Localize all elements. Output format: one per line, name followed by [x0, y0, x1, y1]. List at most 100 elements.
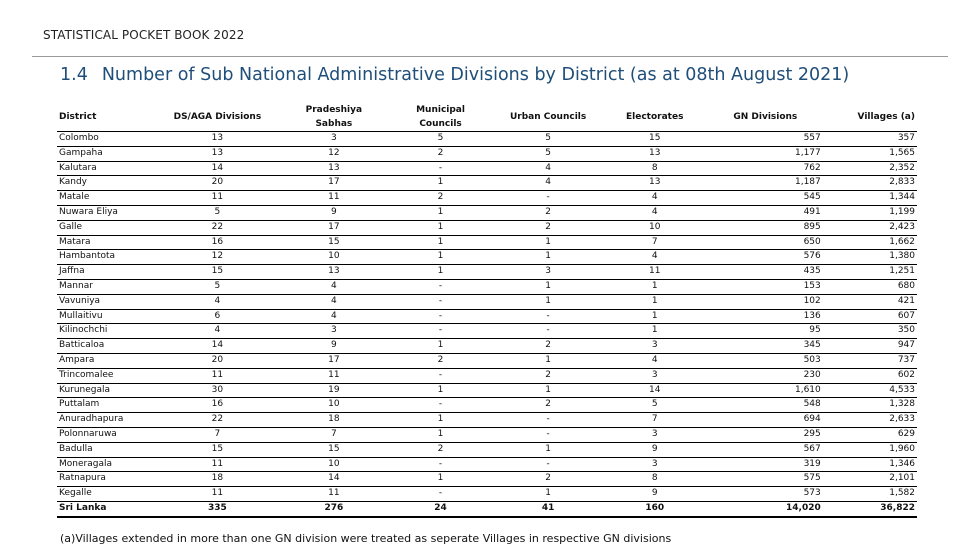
electorates-cell: 11: [603, 264, 706, 280]
villages-cell: 607: [824, 309, 917, 325]
gn-cell: 573: [705, 486, 825, 502]
electorates-cell: 3: [603, 457, 706, 473]
pradeshiya-cell: 276: [279, 501, 389, 518]
gn-cell: 567: [705, 442, 825, 458]
electorates-cell: 4: [603, 205, 706, 221]
table-title: 1.4 Number of Sub National Administrative…: [60, 65, 849, 85]
table-row: Kurunegala 30 19 1 1 14 1,610 4,533: [57, 383, 917, 399]
table-row: Kalutara 14 13-4 8 762 2,352: [57, 161, 917, 177]
table-row: Badulla 15 15 2 1 9 567 1,960: [57, 442, 917, 458]
electorates-cell: 4: [603, 190, 706, 206]
electorates-cell: 9: [603, 442, 706, 458]
table-row: Nuwara Eliya 5 9 1 2 4 491 1,199: [57, 205, 917, 221]
gn-cell: 95: [705, 323, 825, 340]
villages-cell: 1,582: [824, 486, 917, 502]
table-row: Ampara 20 17 2 1 4 503 737: [57, 353, 917, 369]
electorates-cell: 10: [603, 220, 706, 236]
col-header-electorates: Electorates: [603, 103, 706, 132]
villages-cell: 1,565: [824, 146, 917, 162]
gn-cell: 575: [705, 471, 825, 488]
electorates-cell: 1: [603, 309, 706, 325]
table-title-text: Number of Sub National Administrative Di…: [101, 65, 850, 85]
urban-cell: 2: [492, 397, 604, 414]
district-cell: Matale: [57, 190, 156, 206]
running-header: STATISTICAL POCKET BOOK 2022: [43, 28, 245, 42]
district-cell: Kalutara: [57, 161, 156, 177]
villages-cell: 350: [824, 323, 917, 340]
villages-cell: 1,960: [824, 442, 917, 458]
gn-cell: 14,020: [705, 501, 825, 518]
table-row: Kegalle 11 11-1 9 573 1,582: [57, 486, 917, 502]
municipal-cell: -: [388, 161, 493, 177]
municipal-cell: -: [388, 309, 493, 325]
table-row: Ratnapura 18 14 1 2 8 575 2,101: [57, 471, 917, 488]
ds-aga-cell: 16: [155, 235, 280, 251]
district-cell: Sri Lanka: [57, 501, 156, 518]
electorates-cell: 3: [603, 338, 706, 354]
electorates-cell: 13: [603, 146, 706, 162]
table-row: Moneragala 11 10- -3 319 1,346: [57, 457, 917, 473]
district-cell: Ampara: [57, 353, 156, 369]
gn-cell: 153: [705, 279, 825, 295]
ds-aga-cell: 5: [155, 279, 280, 295]
urban-cell: 2: [492, 338, 604, 354]
table-row: Polonnaruwa 7 7 1-3 295 629: [57, 427, 917, 443]
ds-aga-cell: 4: [155, 323, 280, 340]
ds-aga-cell: 14: [155, 338, 280, 354]
district-cell: Kandy: [57, 175, 156, 192]
ds-aga-cell: 22: [155, 220, 280, 236]
district-cell: Ratnapura: [57, 471, 156, 488]
table-row: Jaffna 15 13 1 3 11 435 1,251: [57, 264, 917, 280]
gn-cell: 295: [705, 427, 825, 443]
district-cell: Nuwara Eliya: [57, 205, 156, 221]
district-cell: Galle: [57, 220, 156, 236]
ds-aga-cell: 12: [155, 249, 280, 266]
table-row: Puttalam 16 10-2 5 548 1,328: [57, 397, 917, 414]
gn-cell: 1,177: [705, 146, 825, 162]
urban-cell: 3: [492, 264, 604, 280]
district-cell: Puttalam: [57, 397, 156, 414]
urban-cell: 1: [492, 294, 604, 310]
urban-cell: 1: [492, 486, 604, 502]
gn-cell: 762: [705, 161, 825, 177]
gn-cell: 319: [705, 457, 825, 473]
electorates-cell: 9: [603, 486, 706, 502]
villages-cell: 421: [824, 294, 917, 310]
electorates-cell: 1: [603, 323, 706, 340]
gn-cell: 230: [705, 368, 825, 384]
col-header-ds-aga: DS/AGA Divisions: [155, 103, 280, 132]
district-cell: Badulla: [57, 442, 156, 458]
municipal-cell: 2: [388, 442, 493, 458]
pradeshiya-cell: 11: [279, 368, 389, 384]
urban-cell: -: [492, 323, 604, 340]
pradeshiya-cell: 15: [279, 235, 389, 251]
gn-cell: 1,187: [705, 175, 825, 192]
urban-cell: 2: [492, 368, 604, 384]
municipal-cell: -: [388, 397, 493, 414]
electorates-cell: 7: [603, 412, 706, 428]
electorates-cell: 1: [603, 294, 706, 310]
pradeshiya-cell: 19: [279, 383, 389, 399]
gn-cell: 650: [705, 235, 825, 251]
col-header-urban: Urban Councils: [492, 103, 604, 132]
district-cell: Kegalle: [57, 486, 156, 502]
table-row: Hambantota 12 10 1 1 4 576 1,380: [57, 249, 917, 266]
table-row: Galle 22 17 1 2 10 895 2,423: [57, 220, 917, 236]
urban-cell: -: [492, 427, 604, 443]
municipal-cell: 1: [388, 235, 493, 251]
urban-cell: 1: [492, 353, 604, 369]
villages-cell: 1,662: [824, 235, 917, 251]
municipal-cell: 1: [388, 412, 493, 428]
table-row: Matara 16 15 1 1 7 650 1,662: [57, 235, 917, 251]
pradeshiya-cell: 3: [279, 323, 389, 340]
electorates-cell: 8: [603, 161, 706, 177]
electorates-cell: 14: [603, 383, 706, 399]
electorates-cell: 15: [603, 131, 706, 147]
pradeshiya-cell: 3: [279, 131, 389, 147]
ds-aga-cell: 20: [155, 353, 280, 369]
pradeshiya-cell: 4: [279, 294, 389, 310]
district-cell: Vavuniya: [57, 294, 156, 310]
municipal-cell: 2: [388, 353, 493, 369]
table-row: Vavuniya 4 4-1 1 102 421: [57, 294, 917, 310]
pradeshiya-cell: 12: [279, 146, 389, 162]
